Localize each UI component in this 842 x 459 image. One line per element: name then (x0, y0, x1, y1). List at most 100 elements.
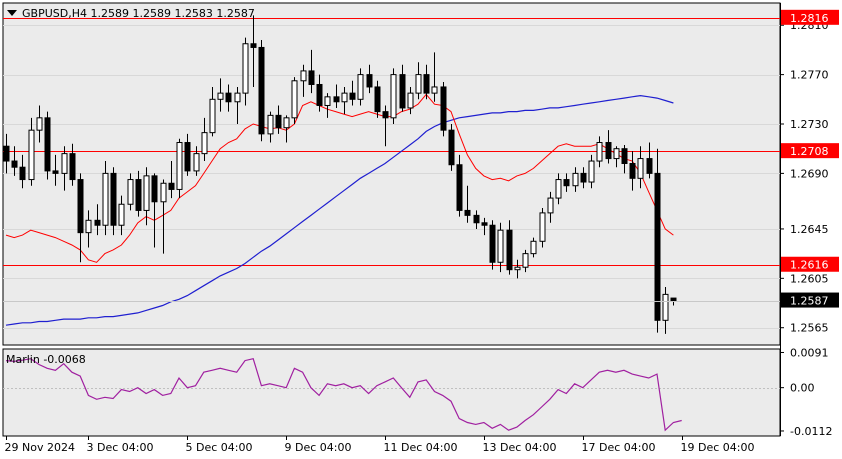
slow-moving-average-line (5, 94, 674, 326)
candle-body-bullish (613, 148, 620, 160)
candle (242, 37, 249, 106)
candle-body-bullish (61, 153, 68, 174)
candle-body-bullish (497, 229, 504, 263)
candle-body-bullish (662, 293, 669, 321)
symbol-header: GBPUSD,H4 1.2589 1.2589 1.2583 1.2587 (22, 7, 255, 20)
candle (300, 64, 307, 97)
candle-body-bullish (514, 266, 521, 271)
candle-body-bearish (374, 86, 381, 113)
candle (415, 62, 422, 100)
candle-body-bearish (77, 179, 84, 234)
candle (629, 151, 636, 191)
candle-body-bearish (19, 166, 26, 181)
candle-body-bullish (555, 179, 562, 199)
candle (555, 173, 562, 205)
candle-body-bearish (629, 163, 636, 179)
candle (324, 93, 331, 118)
price-axis-label: 1.2565 (790, 322, 829, 335)
candle-body-bullish (596, 142, 603, 162)
candle (431, 52, 438, 102)
candle-body-bullish (283, 117, 290, 129)
candle-body-bearish (333, 96, 340, 103)
time-axis-label: 9 Dec 04:00 (285, 441, 352, 454)
candle-body-bearish (151, 175, 158, 203)
candle (530, 237, 537, 258)
candle (646, 142, 653, 179)
candle-body-bearish (621, 148, 628, 165)
time-axis-label: 17 Dec 04:00 (582, 441, 656, 454)
candle (11, 146, 18, 176)
candle (539, 207, 546, 248)
candle (572, 167, 579, 192)
candle (283, 115, 290, 143)
candle (258, 40, 265, 142)
candle-body-bullish (530, 240, 537, 255)
candle (36, 105, 43, 143)
candle-body-bullish (160, 182, 167, 203)
price-axis-label: 1.2605 (790, 272, 829, 285)
candle (135, 170, 142, 217)
candle (448, 123, 455, 171)
candle-body-bullish (588, 160, 595, 183)
candle-body-bullish (324, 96, 331, 106)
candle-body-bearish (654, 172, 661, 321)
candle-body-bearish (382, 111, 389, 119)
level-price-label: 1.2816 (790, 12, 829, 25)
candle (613, 146, 620, 168)
candle (127, 173, 134, 211)
candle (209, 86, 216, 137)
candle-body-bullish (407, 92, 414, 109)
candle (349, 80, 356, 106)
candle-body-bullish (267, 114, 274, 135)
candle-body-bullish (193, 153, 200, 172)
candle-body-bullish (522, 253, 529, 268)
candle (61, 146, 68, 191)
candle (3, 133, 10, 174)
current-price-label: 1.2587 (790, 295, 829, 308)
candle (563, 173, 570, 192)
time-axis-label: 19 Dec 04:00 (681, 441, 755, 454)
candle (399, 64, 406, 112)
candle (514, 259, 521, 279)
candle (596, 136, 603, 168)
candle-body-bearish (506, 229, 513, 271)
candle-body-bullish (539, 212, 546, 242)
candle-body-bearish (258, 46, 265, 135)
candle (547, 191, 554, 223)
candle-body-bearish (275, 114, 282, 129)
candle-body-bearish (52, 170, 59, 174)
candle (160, 179, 167, 254)
candle-body-bullish (415, 74, 422, 94)
candle (522, 249, 529, 273)
candle (151, 173, 158, 248)
indicator-panel (2, 348, 781, 437)
candle-body-bullish (36, 117, 43, 131)
candle (308, 49, 315, 94)
indicator-axis-label: -0.0112 (790, 425, 832, 438)
candle (44, 111, 51, 180)
candle-body-bearish (473, 214, 480, 224)
candle-body-bearish (440, 86, 447, 131)
candle (110, 167, 117, 236)
candle (69, 143, 76, 186)
candle (605, 130, 612, 164)
candle (316, 74, 323, 112)
candle-body-bullish (357, 74, 364, 100)
candle (333, 84, 340, 108)
candle-body-bearish (448, 129, 455, 166)
candle (382, 105, 389, 147)
indicator-header: Marlin -0.0068 (6, 353, 86, 366)
chevron-down-icon[interactable] (7, 10, 17, 16)
candle (407, 86, 414, 115)
candle (497, 222, 504, 273)
candle-body-bullish (242, 43, 249, 94)
candle-body-bearish (250, 43, 257, 48)
candle (19, 154, 26, 189)
candle-body-bullish (176, 142, 183, 190)
candle (118, 195, 125, 236)
candle (52, 154, 59, 186)
candle (366, 64, 373, 94)
candle-body-bullish (85, 219, 92, 234)
candle-body-bearish (366, 74, 373, 88)
